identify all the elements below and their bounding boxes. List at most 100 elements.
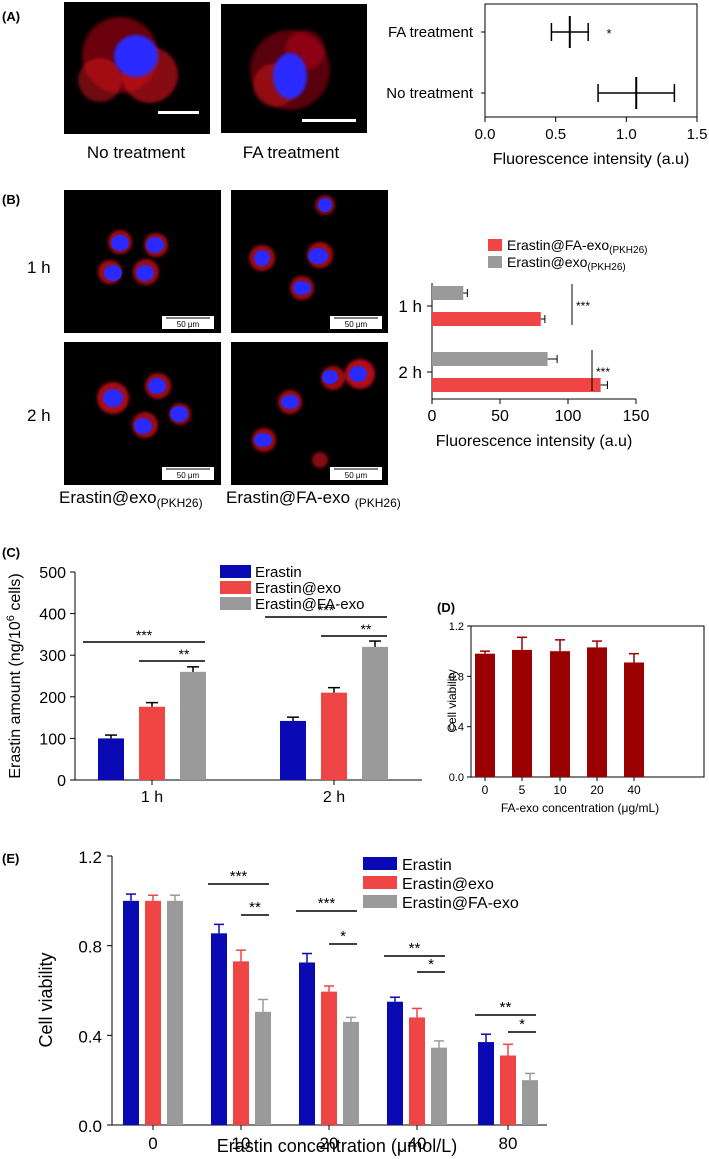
x-tick-label: 1.5 [687, 126, 708, 143]
bar [432, 378, 601, 392]
legend-label: Erastin@FA-exo [255, 596, 364, 613]
significance-mark: * [519, 1016, 525, 1033]
micrograph-a-no-treatment [64, 2, 210, 134]
plot-frame [484, 3, 698, 118]
legend-swatch [220, 565, 251, 578]
scale-bar [158, 111, 199, 114]
legend-swatch [488, 239, 502, 251]
y-tick-label: 0.4 [449, 722, 464, 734]
bar [321, 991, 337, 1125]
y-tick-label: 1.2 [78, 848, 102, 867]
significance-mark: *** [596, 365, 610, 379]
micrograph-b-1h-fa-exo: 50 μm [231, 190, 388, 333]
bar [321, 692, 347, 780]
scale-bar-label: 50 μm [177, 471, 200, 480]
x-tick-label: 20 [320, 1134, 339, 1153]
significance-mark: ** [179, 646, 190, 662]
panel-e-label: (E) [2, 851, 19, 866]
chart-d: 0.0 0.4 0.8 1.2 0 5 10 20 40 FA-exo concentration… [445, 621, 705, 815]
x-tick-label: 150 [623, 408, 650, 425]
legend-label-main: Erastin@exo [507, 254, 588, 270]
x-tick-label: 10 [232, 1134, 251, 1153]
legend-swatch [363, 895, 397, 908]
chart-a: FA treatment * No treatment 0.0 0.5 1.0 1.5 Flu… [386, 3, 708, 168]
bar [512, 649, 532, 777]
x-tick-label: 40 [627, 783, 641, 797]
y-axis-label: Cell viability [36, 952, 56, 1047]
x-tick-label: 1.0 [616, 126, 637, 143]
bar [475, 653, 495, 777]
bar [211, 933, 227, 1125]
bar [98, 738, 124, 780]
x-tick-label: 0 [148, 1134, 157, 1153]
legend-label-main: Erastin@FA-exo [507, 237, 609, 253]
caption-no-treatment: No treatment [87, 143, 186, 162]
legend-label-sub: (PKH26) [587, 262, 625, 273]
significance-mark: ** [249, 899, 261, 916]
legend-swatch [363, 876, 397, 889]
panel-a-label: (A) [2, 9, 20, 24]
legend-swatch [220, 597, 251, 610]
column-caption-exo: Erastin@exo(PKH26) [59, 488, 203, 510]
significance-mark: *** [576, 299, 590, 313]
bar [587, 647, 607, 777]
bar [624, 662, 644, 777]
legend-label: Erastin@exo(PKH26) [507, 254, 626, 273]
x-axis-label: Fluorescence intensity (a.u) [493, 151, 690, 168]
bar [409, 1017, 425, 1125]
panel-d-label: (D) [437, 600, 455, 615]
x-tick-label: 0.0 [475, 126, 496, 143]
x-tick-label: 2 h [323, 789, 345, 806]
legend-label: Erastin [255, 564, 302, 581]
x-tick-label: 20 [590, 783, 604, 797]
y-tick-label: 2 h [398, 363, 422, 382]
y-tick-label: 200 [39, 690, 66, 707]
micrograph-b-2h-fa-exo: 50 μm [231, 342, 388, 485]
bar [362, 646, 388, 780]
x-axis-label: Fluorescence intensity (a.u) [436, 433, 633, 450]
x-tick-label: 5 [519, 783, 526, 797]
y-tick-label: 1.2 [449, 621, 464, 633]
x-axis-label: Erastin concentration (μmol/L) [217, 1136, 457, 1156]
bar [432, 312, 541, 326]
y-axis-label: Cell viability [445, 669, 459, 732]
bar [145, 900, 161, 1125]
legend-label: Erastin@exo [402, 876, 494, 893]
y-tick-label: 500 [39, 565, 66, 582]
scale-bar-label: 50 μm [345, 320, 368, 329]
bar [478, 1042, 494, 1125]
significance-mark: *** [318, 895, 336, 912]
significance-mark: * [606, 26, 611, 41]
bar [180, 671, 206, 780]
scale-bar-label: 50 μm [345, 471, 368, 480]
bar [299, 962, 315, 1125]
significance-mark: *** [136, 627, 153, 643]
bar [167, 900, 183, 1125]
y-tick-label: 1 h [398, 297, 422, 316]
scale-bar-label: 50 μm [177, 320, 200, 329]
x-tick-label: 50 [491, 408, 509, 425]
legend-label: Erastin@FA-exo [402, 895, 519, 912]
y-axis-label-sup: 6 [5, 615, 17, 621]
legend-swatch [488, 256, 502, 268]
legend-label: Erastin [402, 857, 452, 874]
y-tick-label: No treatment [386, 85, 474, 102]
caption-fa-treatment: FA treatment [243, 143, 340, 162]
bar [343, 1021, 359, 1125]
row-label-2h: 2 h [27, 406, 51, 425]
significance-mark: *** [230, 868, 248, 885]
bar [123, 900, 139, 1125]
micrograph-b-1h-exo: 50 μm [64, 190, 221, 333]
y-tick-label: 0.0 [449, 772, 464, 784]
y-tick-label: FA treatment [388, 24, 474, 41]
bar [280, 720, 306, 780]
column-caption-fa-exo: Erastin@FA-exo (PKH26) [226, 488, 401, 510]
x-axis-label: FA-exo concentration (μg/mL) [501, 801, 659, 815]
bar [432, 286, 464, 300]
y-tick-label: 0.8 [78, 938, 102, 957]
x-tick-label: 1 h [141, 789, 163, 806]
row-label-1h: 1 h [27, 258, 51, 277]
bar [522, 1080, 538, 1125]
